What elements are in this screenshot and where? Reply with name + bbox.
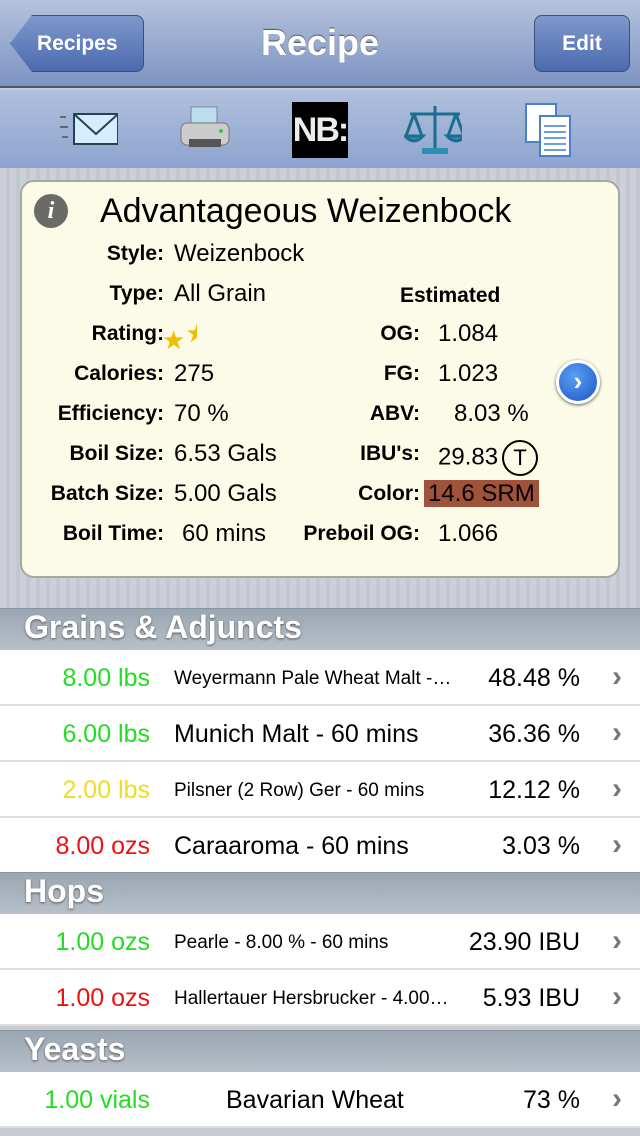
ingredient-name: Pilsner (2 Row) Ger - 60 mins bbox=[174, 780, 425, 801]
estimate-label: OG: bbox=[380, 322, 420, 345]
estimate-label: ABV: bbox=[369, 402, 420, 425]
estimate-value-cell: 29.83 T bbox=[438, 440, 539, 476]
ingredient-name: Weyermann Pale Wheat Malt - 60 mins bbox=[174, 668, 452, 689]
copy-icon[interactable] bbox=[520, 103, 578, 157]
back-button-recipes[interactable]: Recipes bbox=[10, 15, 144, 72]
half-star-icon: ★ bbox=[185, 318, 198, 348]
ingredient-value: 36.36 % bbox=[488, 720, 580, 748]
estimate-value-cell: 14.6 SRM bbox=[424, 480, 539, 508]
ingredient-name: Hallertauer Hersbrucker - 4.00 % - 60 mi… bbox=[174, 988, 452, 1009]
recipe-summary-card: i Advantageous Weizenbock Style: Weizenbo… bbox=[20, 180, 620, 578]
field-value: 5.00 Gals bbox=[174, 480, 277, 507]
field-label: Boil Size: bbox=[69, 442, 164, 465]
print-icon[interactable] bbox=[176, 104, 234, 156]
ingredient-row[interactable]: 1.00 vials Bavarian Wheat 73 % › bbox=[0, 1072, 640, 1128]
estimate-label: IBU's: bbox=[360, 442, 420, 465]
chevron-right-icon: › bbox=[612, 828, 622, 861]
ingredient-row[interactable]: 6.00 lbs Munich Malt - 60 mins 36.36 % › bbox=[0, 706, 640, 762]
edit-button[interactable]: Edit bbox=[534, 15, 630, 72]
field-value: 6.53 Gals bbox=[174, 440, 277, 467]
estimate-value-cell: 1.066 bbox=[438, 520, 498, 548]
ingredient-amount: 1.00 ozs bbox=[55, 928, 150, 956]
estimate-value-cell: 8.03 % bbox=[454, 400, 529, 428]
ingredient-value: 12.12 % bbox=[488, 776, 580, 804]
rating-stars[interactable]: ★★ bbox=[162, 318, 197, 356]
field-label: Batch Size: bbox=[50, 482, 164, 505]
ingredient-value: 3.03 % bbox=[502, 832, 580, 860]
section-header: Yeasts bbox=[0, 1030, 640, 1072]
ingredient-name: Bavarian Wheat bbox=[226, 1086, 404, 1114]
estimate-value: 1.066 bbox=[438, 520, 499, 547]
field-label: Boil Time: bbox=[62, 522, 164, 545]
ingredient-amount: 1.00 ozs bbox=[55, 984, 150, 1012]
ingredient-row[interactable]: 8.00 ozs Caraaroma - 60 mins 3.03 % › bbox=[0, 818, 640, 874]
navigation-bar: Recipes Recipe Edit bbox=[0, 0, 640, 88]
recipe-name: Advantageous Weizenbock bbox=[100, 192, 512, 230]
ingredient-name: Pearle - 8.00 % - 60 mins bbox=[174, 932, 389, 953]
ingredient-name: Caraaroma - 60 mins bbox=[174, 832, 409, 860]
chevron-right-icon: › bbox=[612, 924, 622, 957]
estimate-label: FG: bbox=[383, 362, 420, 385]
field-label: Efficiency: bbox=[57, 402, 164, 425]
ingredient-row[interactable]: 1.00 ozs Pearle - 8.00 % - 60 mins 23.90… bbox=[0, 914, 640, 970]
section-header: Hops bbox=[0, 872, 640, 914]
estimate-value: 8.03 % bbox=[454, 400, 529, 427]
section-header: Grains & Adjuncts bbox=[0, 608, 640, 650]
email-icon[interactable] bbox=[60, 104, 118, 156]
field-value: 275 bbox=[174, 360, 215, 387]
chevron-right-icon: › bbox=[612, 772, 622, 805]
estimated-header: Estimated bbox=[400, 284, 501, 307]
tinseth-badge[interactable]: T bbox=[502, 440, 539, 476]
estimate-label: Preboil OG: bbox=[303, 522, 420, 545]
field-label: Calories: bbox=[74, 362, 164, 385]
field-value: 60 mins bbox=[182, 520, 267, 547]
chevron-right-icon: › bbox=[612, 980, 622, 1013]
field-value: Weizenbock bbox=[174, 240, 305, 267]
estimate-value-cell: 1.084 bbox=[438, 320, 498, 348]
ingredient-amount: 2.00 lbs bbox=[62, 776, 150, 804]
estimate-value-cell: 1.023 bbox=[438, 360, 498, 388]
scale-icon[interactable] bbox=[404, 104, 462, 156]
page-title: Recipe bbox=[260, 22, 380, 63]
ingredient-amount: 1.00 vials bbox=[44, 1086, 150, 1114]
info-icon[interactable]: i bbox=[34, 194, 68, 228]
ingredient-value: 23.90 IBU bbox=[468, 928, 580, 956]
estimate-value: 14.6 SRM bbox=[424, 480, 539, 507]
toolbar: NB: bbox=[0, 90, 640, 168]
estimate-value: 1.023 bbox=[438, 360, 499, 387]
ingredient-row[interactable]: 2.00 lbs Pilsner (2 Row) Ger - 60 mins 1… bbox=[0, 762, 640, 818]
estimate-value: 29.83 bbox=[438, 443, 499, 471]
estimate-value: 1.084 bbox=[438, 320, 499, 347]
field-label: Type: bbox=[109, 282, 164, 305]
ingredient-amount: 6.00 lbs bbox=[62, 720, 150, 748]
ingredient-name: Munich Malt - 60 mins bbox=[174, 720, 419, 748]
ingredient-amount: 8.00 ozs bbox=[55, 832, 150, 860]
ingredient-amount: 8.00 lbs bbox=[62, 664, 150, 692]
chevron-right-icon: › bbox=[612, 660, 622, 693]
star-icon: ★ bbox=[162, 325, 186, 355]
chevron-right-icon: › bbox=[612, 716, 622, 749]
ingredient-row[interactable]: 8.00 lbs Weyermann Pale Wheat Malt - 60 … bbox=[0, 650, 640, 706]
ingredient-value: 48.48 % bbox=[488, 664, 580, 692]
chevron-right-icon: › bbox=[612, 1082, 622, 1115]
detail-disclosure-icon[interactable]: › bbox=[556, 360, 600, 404]
ingredient-value: 73 % bbox=[523, 1086, 580, 1114]
estimate-label: Color: bbox=[358, 482, 420, 505]
ingredient-value: 5.93 IBU bbox=[482, 984, 580, 1012]
field-label: Rating: bbox=[91, 322, 164, 345]
field-label: Style: bbox=[106, 242, 164, 265]
ingredient-row[interactable]: 1.00 ozs Hallertauer Hersbrucker - 4.00 … bbox=[0, 970, 640, 1026]
field-value: All Grain bbox=[174, 280, 267, 307]
nb-logo[interactable]: NB: bbox=[292, 102, 349, 158]
field-value: 70 % bbox=[174, 400, 229, 427]
